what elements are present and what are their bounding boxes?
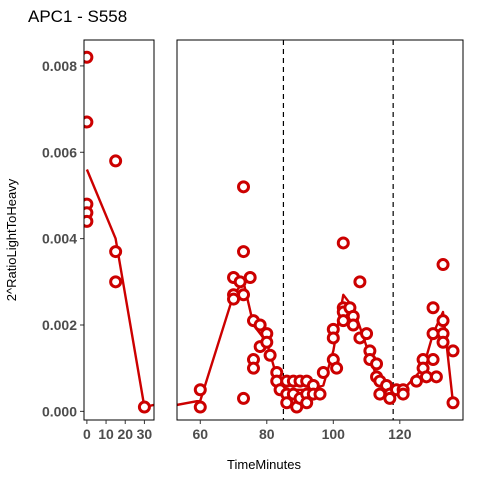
panel-border [176, 39, 464, 421]
data-point [84, 214, 94, 228]
panel-border [83, 39, 155, 421]
panels: 0.000 0.002 0.004 0.006 0.008 0 10 20 30 60 80 100 1… [42, 39, 464, 442]
data-point [246, 361, 260, 375]
panel-early: 0 10 20 30 [83, 39, 155, 442]
data-point [346, 318, 360, 332]
data-point [316, 366, 330, 379]
data-point [137, 400, 151, 414]
x-tick-label: 0 [83, 426, 91, 442]
y-tick-label: 0.006 [42, 144, 77, 160]
data-point [109, 275, 123, 289]
data-point [109, 154, 123, 168]
y-tick-label: 0.002 [42, 317, 77, 333]
data-point [237, 180, 251, 194]
data-point [360, 327, 374, 341]
data-point [336, 314, 350, 328]
data-point [436, 335, 450, 349]
data-point [300, 396, 314, 410]
data-point [336, 236, 350, 250]
data-point [436, 314, 450, 328]
data-point [426, 301, 440, 315]
data-point [263, 348, 277, 362]
x-tick-label: 100 [322, 426, 346, 442]
data-point [193, 383, 207, 397]
x-tick-label: 60 [192, 426, 208, 442]
x-tick-label: 20 [117, 426, 133, 442]
data-point [237, 245, 251, 259]
x-axis-label: TimeMinutes [227, 457, 301, 472]
data-point [253, 318, 267, 332]
y-tick-label: 0.000 [42, 403, 77, 419]
data-point [326, 331, 340, 345]
data-point [409, 374, 423, 388]
data-point [429, 370, 443, 384]
data-point [237, 288, 251, 302]
data-point [237, 391, 251, 405]
data-point [84, 50, 94, 64]
chart-title: APC1 - S558 [28, 7, 127, 26]
data-point [84, 115, 94, 129]
x-tick-label: 120 [388, 426, 412, 442]
data-point [396, 387, 410, 401]
panel-late: 60 80 100 120 [176, 39, 464, 442]
data-point [426, 353, 440, 367]
trend-line [85, 169, 154, 409]
x-tick-label: 80 [259, 426, 275, 442]
data-point [243, 271, 257, 284]
y-tick-label: 0.004 [42, 231, 77, 247]
data-point [446, 344, 460, 358]
y-axis-label: 2^RatioLightToHeavy [4, 178, 19, 301]
data-point [233, 275, 247, 289]
data-point [436, 258, 450, 272]
data-point [227, 292, 241, 306]
data-point [313, 387, 327, 401]
x-tick-label: 10 [98, 426, 114, 442]
data-point [330, 361, 344, 375]
data-point [280, 396, 294, 410]
data-point [370, 357, 384, 371]
y-tick-label: 0.008 [42, 58, 77, 74]
data-point [353, 275, 367, 289]
data-point [260, 335, 274, 349]
data-point [109, 245, 123, 259]
data-point [383, 391, 397, 405]
x-tick-label: 30 [137, 426, 153, 442]
data-point [193, 400, 207, 414]
data-point [446, 396, 460, 410]
